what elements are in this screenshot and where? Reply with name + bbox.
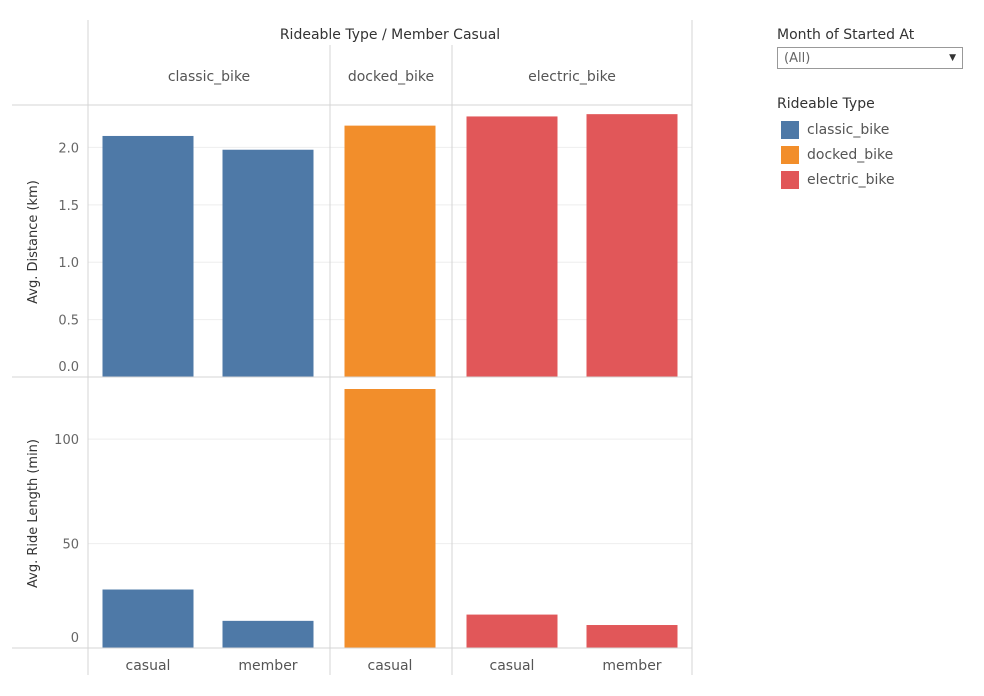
month-dropdown[interactable]: (All) ▼: [777, 47, 963, 69]
legend-swatch: [781, 120, 799, 139]
legend-swatch: [781, 145, 799, 164]
bar: [102, 589, 194, 648]
y-axis-label: Avg. Distance (km): [26, 180, 41, 304]
legend-label: electric_bike: [807, 171, 895, 188]
bar: [466, 116, 558, 377]
legend-item-electric-bike[interactable]: electric_bike: [777, 167, 977, 192]
chevron-down-icon: ▼: [949, 53, 956, 63]
filter-title: Month of Started At: [777, 27, 915, 43]
legend-swatch: [781, 170, 799, 189]
chart-area: 0.0 0.5 1.0 1.5 2.0 Avg. Distance (km) 0 50 100 A…: [12, 20, 693, 675]
bar: [586, 114, 678, 377]
x-tick-label: casual: [368, 658, 413, 674]
bar: [222, 149, 314, 377]
dropdown-value: (All): [784, 50, 811, 66]
bar: [586, 625, 678, 648]
group-header: docked_bike: [348, 69, 434, 85]
y-tick-label: 100: [54, 433, 79, 448]
x-tick-label: member: [602, 658, 661, 674]
group-header: electric_bike: [528, 69, 616, 85]
bar: [466, 614, 558, 648]
bar-chart: 0.0 0.5 1.0 1.5 2.0 Avg. Distance (km) 0 50 100 A…: [12, 20, 693, 675]
legend-label: docked_bike: [807, 146, 894, 163]
y-tick-label: 1.5: [58, 199, 79, 214]
bar: [344, 389, 436, 648]
y-tick-label: 50: [62, 538, 79, 553]
legend-item-docked-bike[interactable]: docked_bike: [777, 142, 977, 167]
legend-label: classic_bike: [807, 121, 890, 138]
bar: [222, 620, 314, 648]
x-tick-label: casual: [490, 658, 535, 674]
y-tick-label: 0: [71, 631, 79, 646]
bar: [344, 125, 436, 377]
column-header: Rideable Type / Member Casual: [280, 27, 500, 43]
y-tick-label: 0.5: [58, 314, 79, 329]
y-tick-label: 2.0: [58, 141, 79, 156]
legend: Rideable Type classic_bike docked_bike e…: [777, 96, 977, 192]
x-tick-label: casual: [126, 658, 171, 674]
bar: [102, 135, 194, 377]
y-axis-label: Avg. Ride Length (min): [26, 439, 41, 588]
legend-title: Rideable Type: [777, 96, 875, 112]
month-filter: Month of Started At (All) ▼: [777, 27, 977, 69]
group-header: classic_bike: [168, 69, 250, 85]
x-tick-label: member: [238, 658, 297, 674]
y-tick-label: 1.0: [58, 256, 79, 271]
legend-item-classic-bike[interactable]: classic_bike: [777, 117, 977, 142]
y-tick-label: 0.0: [58, 360, 79, 375]
